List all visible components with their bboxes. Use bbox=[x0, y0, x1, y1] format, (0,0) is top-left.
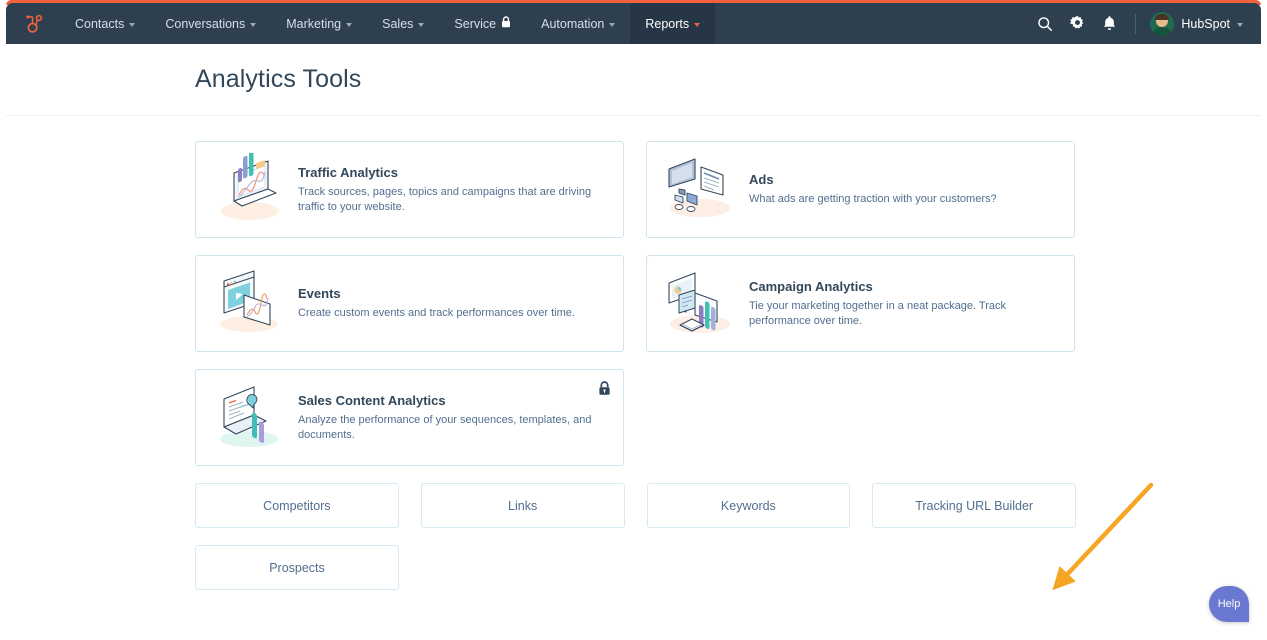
nav-item-service[interactable]: Service bbox=[439, 3, 526, 44]
nav-right-tools: HubSpot bbox=[1029, 3, 1261, 44]
chevron-down-icon bbox=[418, 22, 425, 27]
page-header: Analytics Tools bbox=[6, 44, 1261, 116]
nav-item-label: Conversations bbox=[165, 16, 246, 31]
nav-item-conversations[interactable]: Conversations bbox=[150, 3, 271, 44]
card-title: Events bbox=[298, 286, 341, 302]
lock-icon bbox=[501, 16, 511, 31]
card-campaign-analytics[interactable]: Campaign Analytics Tie your marketing to… bbox=[646, 255, 1075, 352]
card-ads[interactable]: Ads What ads are getting traction with y… bbox=[646, 141, 1075, 238]
bell-icon[interactable] bbox=[1093, 3, 1125, 44]
nav-divider bbox=[1135, 13, 1137, 34]
hubspot-sprocket-icon[interactable] bbox=[6, 3, 60, 44]
nav-item-reports[interactable]: Reports bbox=[630, 3, 716, 44]
chevron-down-icon bbox=[250, 22, 257, 27]
page-title: Analytics Tools bbox=[195, 65, 362, 93]
card-title: Traffic Analytics bbox=[298, 164, 398, 180]
user-avatar bbox=[1150, 11, 1175, 36]
page-content: Traffic Analytics Track sources, pages, … bbox=[6, 117, 1261, 634]
nav-item-sales[interactable]: Sales bbox=[367, 3, 439, 44]
card-description: Create custom events and track performan… bbox=[298, 307, 575, 320]
card-text: Ads What ads are getting traction with y… bbox=[749, 172, 1060, 207]
lock-icon bbox=[598, 381, 611, 401]
card-title: Sales Content Analytics bbox=[298, 392, 446, 408]
nav-spacer bbox=[715, 3, 1029, 44]
main-navigation-bar: Contacts Conversations Marketing Sales S… bbox=[6, 3, 1261, 44]
chevron-down-icon bbox=[609, 22, 616, 27]
nav-item-label: Sales bbox=[382, 16, 414, 31]
competitors-button[interactable]: Competitors bbox=[195, 483, 399, 528]
account-name: HubSpot bbox=[1181, 16, 1230, 31]
nav-item-label: Contacts bbox=[75, 16, 125, 31]
nav-item-contacts[interactable]: Contacts bbox=[60, 3, 150, 44]
laptop-bar-chart-illustration bbox=[210, 152, 288, 227]
browser-video-chart-illustration bbox=[210, 267, 288, 341]
chevron-down-icon bbox=[1237, 22, 1243, 27]
nav-item-label: Automation bbox=[541, 16, 605, 31]
nav-item-label: Reports bbox=[645, 16, 690, 31]
card-text: Events Create custom events and track pe… bbox=[298, 286, 609, 321]
monitors-devices-illustration bbox=[661, 153, 739, 227]
secondary-tools-row: Competitors Links Keywords Tracking URL … bbox=[195, 483, 1076, 528]
document-bars-illustration bbox=[210, 381, 288, 455]
nav-item-label: Service bbox=[454, 16, 497, 31]
card-text: Campaign Analytics Tie your marketing to… bbox=[749, 279, 1060, 329]
tracking-url-builder-button[interactable]: Tracking URL Builder bbox=[872, 483, 1076, 528]
secondary-tools-row: Prospects bbox=[195, 545, 1076, 590]
help-button[interactable]: Help bbox=[1209, 586, 1249, 622]
card-traffic-analytics[interactable]: Traffic Analytics Track sources, pages, … bbox=[195, 141, 624, 238]
card-description: What ads are getting traction with your … bbox=[749, 193, 997, 206]
card-title: Campaign Analytics bbox=[749, 278, 873, 294]
links-button[interactable]: Links bbox=[420, 483, 625, 528]
card-text: Sales Content Analytics Analyze the perf… bbox=[298, 393, 609, 443]
card-title: Ads bbox=[749, 172, 774, 188]
card-description: Track sources, pages, topics and campaig… bbox=[298, 185, 592, 213]
gear-icon[interactable] bbox=[1061, 3, 1093, 44]
card-sales-content-analytics[interactable]: Sales Content Analytics Analyze the perf… bbox=[195, 369, 624, 466]
nav-menu: Contacts Conversations Marketing Sales S… bbox=[60, 3, 716, 44]
card-description: Tie your marketing together in a neat pa… bbox=[749, 299, 1007, 327]
prospects-button[interactable]: Prospects bbox=[195, 545, 399, 590]
chevron-down-icon bbox=[346, 22, 353, 27]
keywords-button[interactable]: Keywords bbox=[646, 483, 851, 528]
card-description: Analyze the performance of your sequence… bbox=[298, 413, 592, 441]
chevron-down-icon bbox=[694, 22, 701, 27]
card-events[interactable]: Events Create custom events and track pe… bbox=[195, 255, 624, 352]
search-icon[interactable] bbox=[1029, 3, 1061, 44]
monitor-charts-envelope-illustration bbox=[661, 267, 739, 341]
nav-item-marketing[interactable]: Marketing bbox=[271, 3, 367, 44]
nav-item-label: Marketing bbox=[286, 16, 342, 31]
card-text: Traffic Analytics Track sources, pages, … bbox=[298, 165, 609, 215]
tools-grid: Traffic Analytics Track sources, pages, … bbox=[195, 141, 1076, 607]
top-accent-stripe bbox=[6, 0, 1261, 5]
card-row: Sales Content Analytics Analyze the perf… bbox=[195, 369, 1076, 466]
card-row: Events Create custom events and track pe… bbox=[195, 255, 1076, 352]
nav-item-automation[interactable]: Automation bbox=[526, 3, 630, 44]
account-menu[interactable]: HubSpot bbox=[1146, 11, 1247, 36]
chevron-down-icon bbox=[129, 22, 136, 27]
card-row: Traffic Analytics Track sources, pages, … bbox=[195, 141, 1076, 238]
